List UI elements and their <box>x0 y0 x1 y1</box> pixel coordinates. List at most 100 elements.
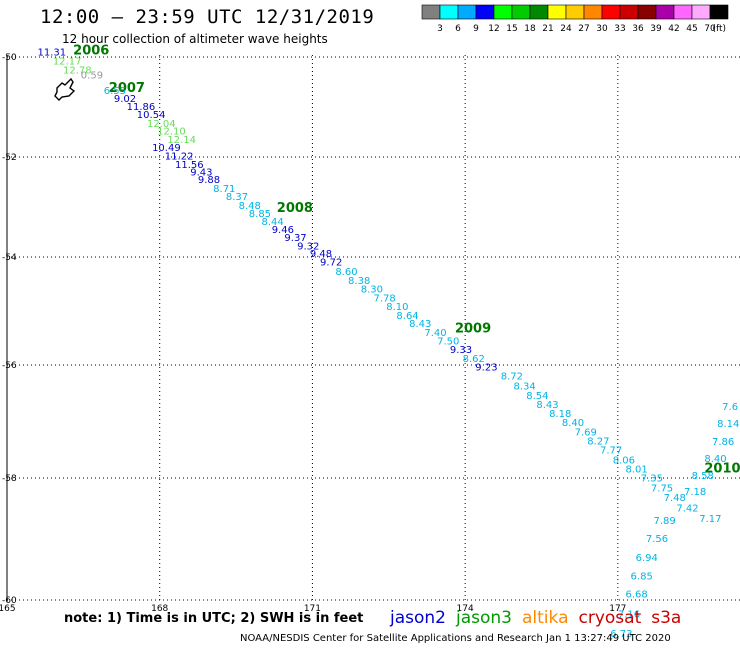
wave-height-value: 8.18 <box>549 409 571 420</box>
wave-height-value: 7.78 <box>374 293 396 304</box>
colorbar-label: 30 <box>596 24 608 34</box>
wave-height-value: 8.43 <box>536 400 558 411</box>
wave-height-value: 10.49 <box>152 143 181 154</box>
wave-height-value: 8.34 <box>513 381 535 392</box>
lat-label: -58 <box>2 474 17 484</box>
colorbar-swatch <box>421 4 441 20</box>
wave-height-value: 7.75 <box>651 483 673 494</box>
wave-height-value: 8.48 <box>239 201 261 212</box>
year-label: 2009 <box>455 322 491 337</box>
wave-height-value: 7.16 <box>618 610 640 621</box>
wave-height-value: 7.48 <box>664 493 686 504</box>
wave-height-value: 8.40 <box>562 418 584 429</box>
wave-height-value: 8.27 <box>587 437 609 448</box>
wave-height-value: 12.04 <box>147 119 176 130</box>
wave-height-value: 8.38 <box>348 276 370 287</box>
lon-label: 165 <box>0 604 16 614</box>
wave-height-value: 8.72 <box>501 372 523 383</box>
page-subtitle: 12 hour collection of altimeter wave hei… <box>62 32 328 46</box>
wave-height-value: 8.58 <box>692 471 714 482</box>
wave-height-value: 9.02 <box>114 94 136 105</box>
wave-height-value: 12.10 <box>157 127 186 138</box>
wave-height-value: 12.78 <box>63 66 92 77</box>
wave-height-value: 9.33 <box>450 345 472 356</box>
colorbar-swatch <box>547 4 567 20</box>
satellite-legend: jason2 jason3 altika cryosat s3a <box>390 608 691 628</box>
wave-height-value: 7.17 <box>699 514 721 525</box>
satellite-jason2: jason2 <box>390 608 446 628</box>
wave-height-value: 8.14 <box>717 419 739 430</box>
colorbar-swatch <box>565 4 585 20</box>
year-label: 2007 <box>109 81 145 96</box>
wave-height-value: 7.86 <box>712 437 734 448</box>
page-title: 12:00 – 23:59 UTC 12/31/2019 <box>40 6 375 28</box>
lon-label: 171 <box>304 604 321 614</box>
wave-height-value: 7.89 <box>653 516 675 527</box>
wave-height-value: 11.86 <box>127 102 156 113</box>
year-label: 2008 <box>277 201 313 216</box>
wave-height-value: 7.77 <box>600 446 622 457</box>
colorbar-label: 21 <box>542 24 553 34</box>
wave-height-value: 8.10 <box>386 302 408 313</box>
colorbar-label: 42 <box>668 24 679 34</box>
wave-height-value: 8.71 <box>213 184 235 195</box>
credit-line: NOAA/NESDIS Center for Satellite Applica… <box>240 633 671 644</box>
lat-label: -52 <box>2 153 17 163</box>
colorbar-label: 12 <box>488 24 499 34</box>
wave-height-value: 8.01 <box>625 464 647 475</box>
colorbar-label: 70 <box>704 24 716 34</box>
island-outline <box>54 77 76 101</box>
wave-height-value: 0.59 <box>81 71 103 82</box>
wave-height-value: 6.85 <box>631 571 653 582</box>
wave-height-value: 9.43 <box>190 168 212 179</box>
colorbar-swatch <box>439 4 459 20</box>
wave-height-value: 7.50 <box>437 336 459 347</box>
wave-height-value: 9.37 <box>284 233 306 244</box>
wave-height-value: 9.32 <box>297 242 319 253</box>
colorbar-label: 18 <box>524 24 536 34</box>
colorbar-swatch <box>583 4 603 20</box>
wave-height-value: 8.44 <box>262 217 284 228</box>
wave-height-value: 7.18 <box>684 487 706 498</box>
footnote: note: 1) Time is in UTC; 2) SWH is in fe… <box>64 611 364 626</box>
wave-height-value: 6.73 <box>610 629 632 640</box>
wave-height-value: 6.94 <box>636 553 658 564</box>
colorbar-swatch <box>691 4 711 20</box>
wave-height-value: 8.64 <box>396 311 418 322</box>
wave-height-value: 8.54 <box>526 391 548 402</box>
year-label: 2010 <box>704 461 740 476</box>
wave-height-value: 8.40 <box>704 454 726 465</box>
colorbar-swatch <box>529 4 549 20</box>
colorbar-swatch <box>655 4 675 20</box>
wave-height-value: 6.68 <box>625 590 647 601</box>
satellite-cryosat: cryosat <box>578 608 642 628</box>
wave-height-value: 7.42 <box>676 504 698 515</box>
wave-height-value: 10.54 <box>137 110 166 121</box>
wave-height-value: 8.37 <box>226 192 248 203</box>
colorbar-label: 39 <box>650 24 662 34</box>
wave-height-value: 11.22 <box>165 152 194 163</box>
satellite-altika: altika <box>522 608 569 628</box>
wave-height-value: 9.88 <box>198 175 220 186</box>
wave-height-value: 6.55 <box>104 86 126 97</box>
wave-height-value: 8.85 <box>249 209 271 220</box>
colorbar-swatch <box>673 4 693 20</box>
wave-height-value: 9.48 <box>310 249 332 260</box>
colorbar-label: 27 <box>578 24 589 34</box>
colorbar-label: 36 <box>632 24 644 34</box>
wave-height-value: 11.31 <box>38 48 67 59</box>
wave-height-value: 7.69 <box>575 428 597 439</box>
lon-label: 177 <box>609 604 626 614</box>
satellite-jason3: jason3 <box>456 608 512 628</box>
colorbar-swatch <box>511 4 531 20</box>
colorbar-label: 15 <box>506 24 517 34</box>
wave-height-value: 8.60 <box>335 267 357 278</box>
lon-label: 174 <box>457 604 474 614</box>
wave-height-value: 12.17 <box>53 57 82 68</box>
colorbar-swatch <box>475 4 495 20</box>
colorbar-swatch <box>493 4 513 20</box>
colorbar-swatch <box>619 4 639 20</box>
wave-height-value: 8.30 <box>361 285 383 296</box>
